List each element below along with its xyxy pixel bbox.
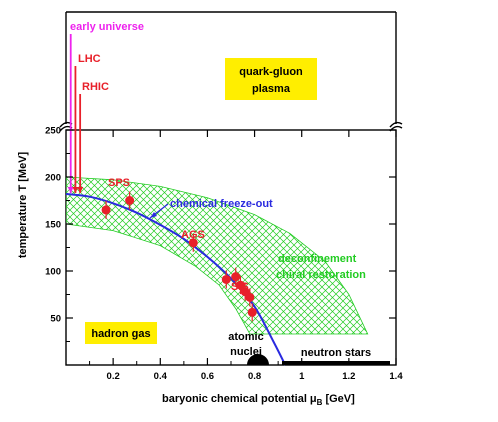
data-point xyxy=(188,238,198,248)
data-point xyxy=(125,196,135,205)
label-atomic: atomic xyxy=(228,331,263,343)
data-point xyxy=(231,272,241,282)
data-point xyxy=(221,274,231,284)
label-qgp-line2: plasma xyxy=(252,83,291,95)
x-axis-label-sub: B xyxy=(317,398,323,407)
data-points xyxy=(101,191,257,322)
x-axis-label-unit: [GeV] xyxy=(325,393,355,405)
label-sis: SIS xyxy=(231,281,249,293)
collider-arrows xyxy=(67,34,84,193)
label-nuclei: nuclei xyxy=(230,346,262,358)
x-ticks: 0.2 0.4 0.6 0.8 1 1.2 1.4 xyxy=(89,130,403,382)
label-sps: SPS xyxy=(108,177,130,189)
x-tick-label: 1.4 xyxy=(389,371,403,382)
label-ags: AGS xyxy=(181,229,205,241)
neutron-stars-bar xyxy=(282,361,390,365)
y-ticks: 50 100 150 200 250 xyxy=(45,126,396,342)
arrowhead-lhc xyxy=(72,186,79,193)
y-tick-label: 200 xyxy=(45,173,61,184)
label-chiral-restoration: chiral restoration xyxy=(276,269,366,281)
label-neutron-stars: neutron stars xyxy=(301,347,371,359)
freezeout-pointer xyxy=(149,203,169,219)
label-deconfinement: deconfinement xyxy=(278,253,357,265)
x-tick-label: 0.2 xyxy=(107,371,120,382)
data-point xyxy=(247,307,257,317)
y-axis-label: temperature T [MeV] xyxy=(17,151,29,258)
x-tick-label: 1.2 xyxy=(342,371,355,382)
label-rhic: RHIC xyxy=(82,81,109,93)
x-tick-label: 0.8 xyxy=(248,371,261,382)
label-qgp-line1: quark-gluon xyxy=(239,66,303,78)
x-axis-label-main: baryonic chemical potential μ xyxy=(162,393,317,405)
x-tick-label: 1 xyxy=(299,371,305,382)
deconfinement-band xyxy=(66,176,369,335)
y-tick-label: 250 xyxy=(45,126,61,137)
data-point xyxy=(101,205,111,215)
y-tick-label: 150 xyxy=(45,220,61,231)
x-axis-label: baryonic chemical potential μB [GeV] xyxy=(162,393,355,407)
label-early-universe: early universe xyxy=(70,21,144,33)
arrowhead-early-universe xyxy=(67,186,74,193)
data-point xyxy=(235,280,245,290)
hadron-gas-box xyxy=(85,322,157,344)
label-freezeout: chemical freeze-out xyxy=(170,198,273,210)
x-tick-label: 0.6 xyxy=(201,371,214,382)
label-hadron-gas: hadron gas xyxy=(91,328,150,340)
qgp-box xyxy=(225,58,317,100)
label-lhc: LHC xyxy=(78,53,101,65)
x-tick-label: 0.4 xyxy=(154,371,168,382)
atomic-nuclei-marker xyxy=(247,354,269,365)
data-point xyxy=(245,292,255,302)
upper-panel xyxy=(65,11,397,124)
y-tick-label: 50 xyxy=(50,314,61,325)
y-tick-label: 100 xyxy=(45,267,61,278)
arrowhead-rhic xyxy=(77,186,84,193)
